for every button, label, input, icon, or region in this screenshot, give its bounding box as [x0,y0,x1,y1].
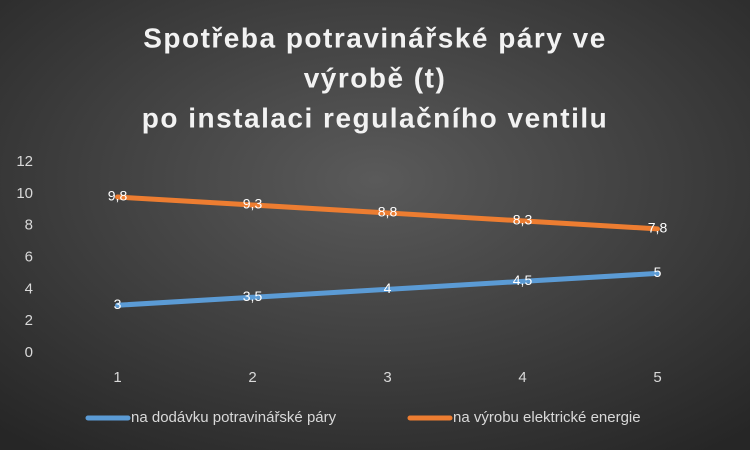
value-label: 3 [114,296,122,312]
x-tick-label: 2 [248,369,256,386]
chart-title: po instalaci regulačního ventilu [142,102,609,133]
y-tick-label: 6 [25,248,33,265]
x-tick-label: 1 [113,369,121,386]
chart-title: výrobě (t) [304,62,447,93]
value-label: 8,8 [378,204,398,220]
y-tick-label: 10 [16,185,33,202]
x-tick-label: 4 [518,369,526,386]
series-line [115,270,660,308]
legend-label: na dodávku potravinářské páry [131,409,337,426]
value-label: 8,3 [513,212,533,228]
value-label: 7,8 [648,220,668,236]
y-tick-label: 8 [25,217,33,234]
legend-label: na výrobu elektrické energie [453,409,641,426]
y-tick-label: 2 [25,312,33,329]
y-tick-label: 0 [25,344,33,361]
value-label: 3,5 [243,288,263,304]
y-tick-label: 12 [16,153,33,170]
chart-title: Spotřeba potravinářské páry ve [143,22,607,53]
value-label: 9,3 [243,196,263,212]
value-label: 4,5 [513,272,533,288]
value-label: 9,8 [108,188,128,204]
y-tick-label: 4 [25,280,33,297]
x-tick-label: 3 [383,369,391,386]
series-line [115,194,660,232]
value-label: 4 [384,280,392,296]
x-tick-label: 5 [653,369,661,386]
value-label: 5 [654,264,662,280]
